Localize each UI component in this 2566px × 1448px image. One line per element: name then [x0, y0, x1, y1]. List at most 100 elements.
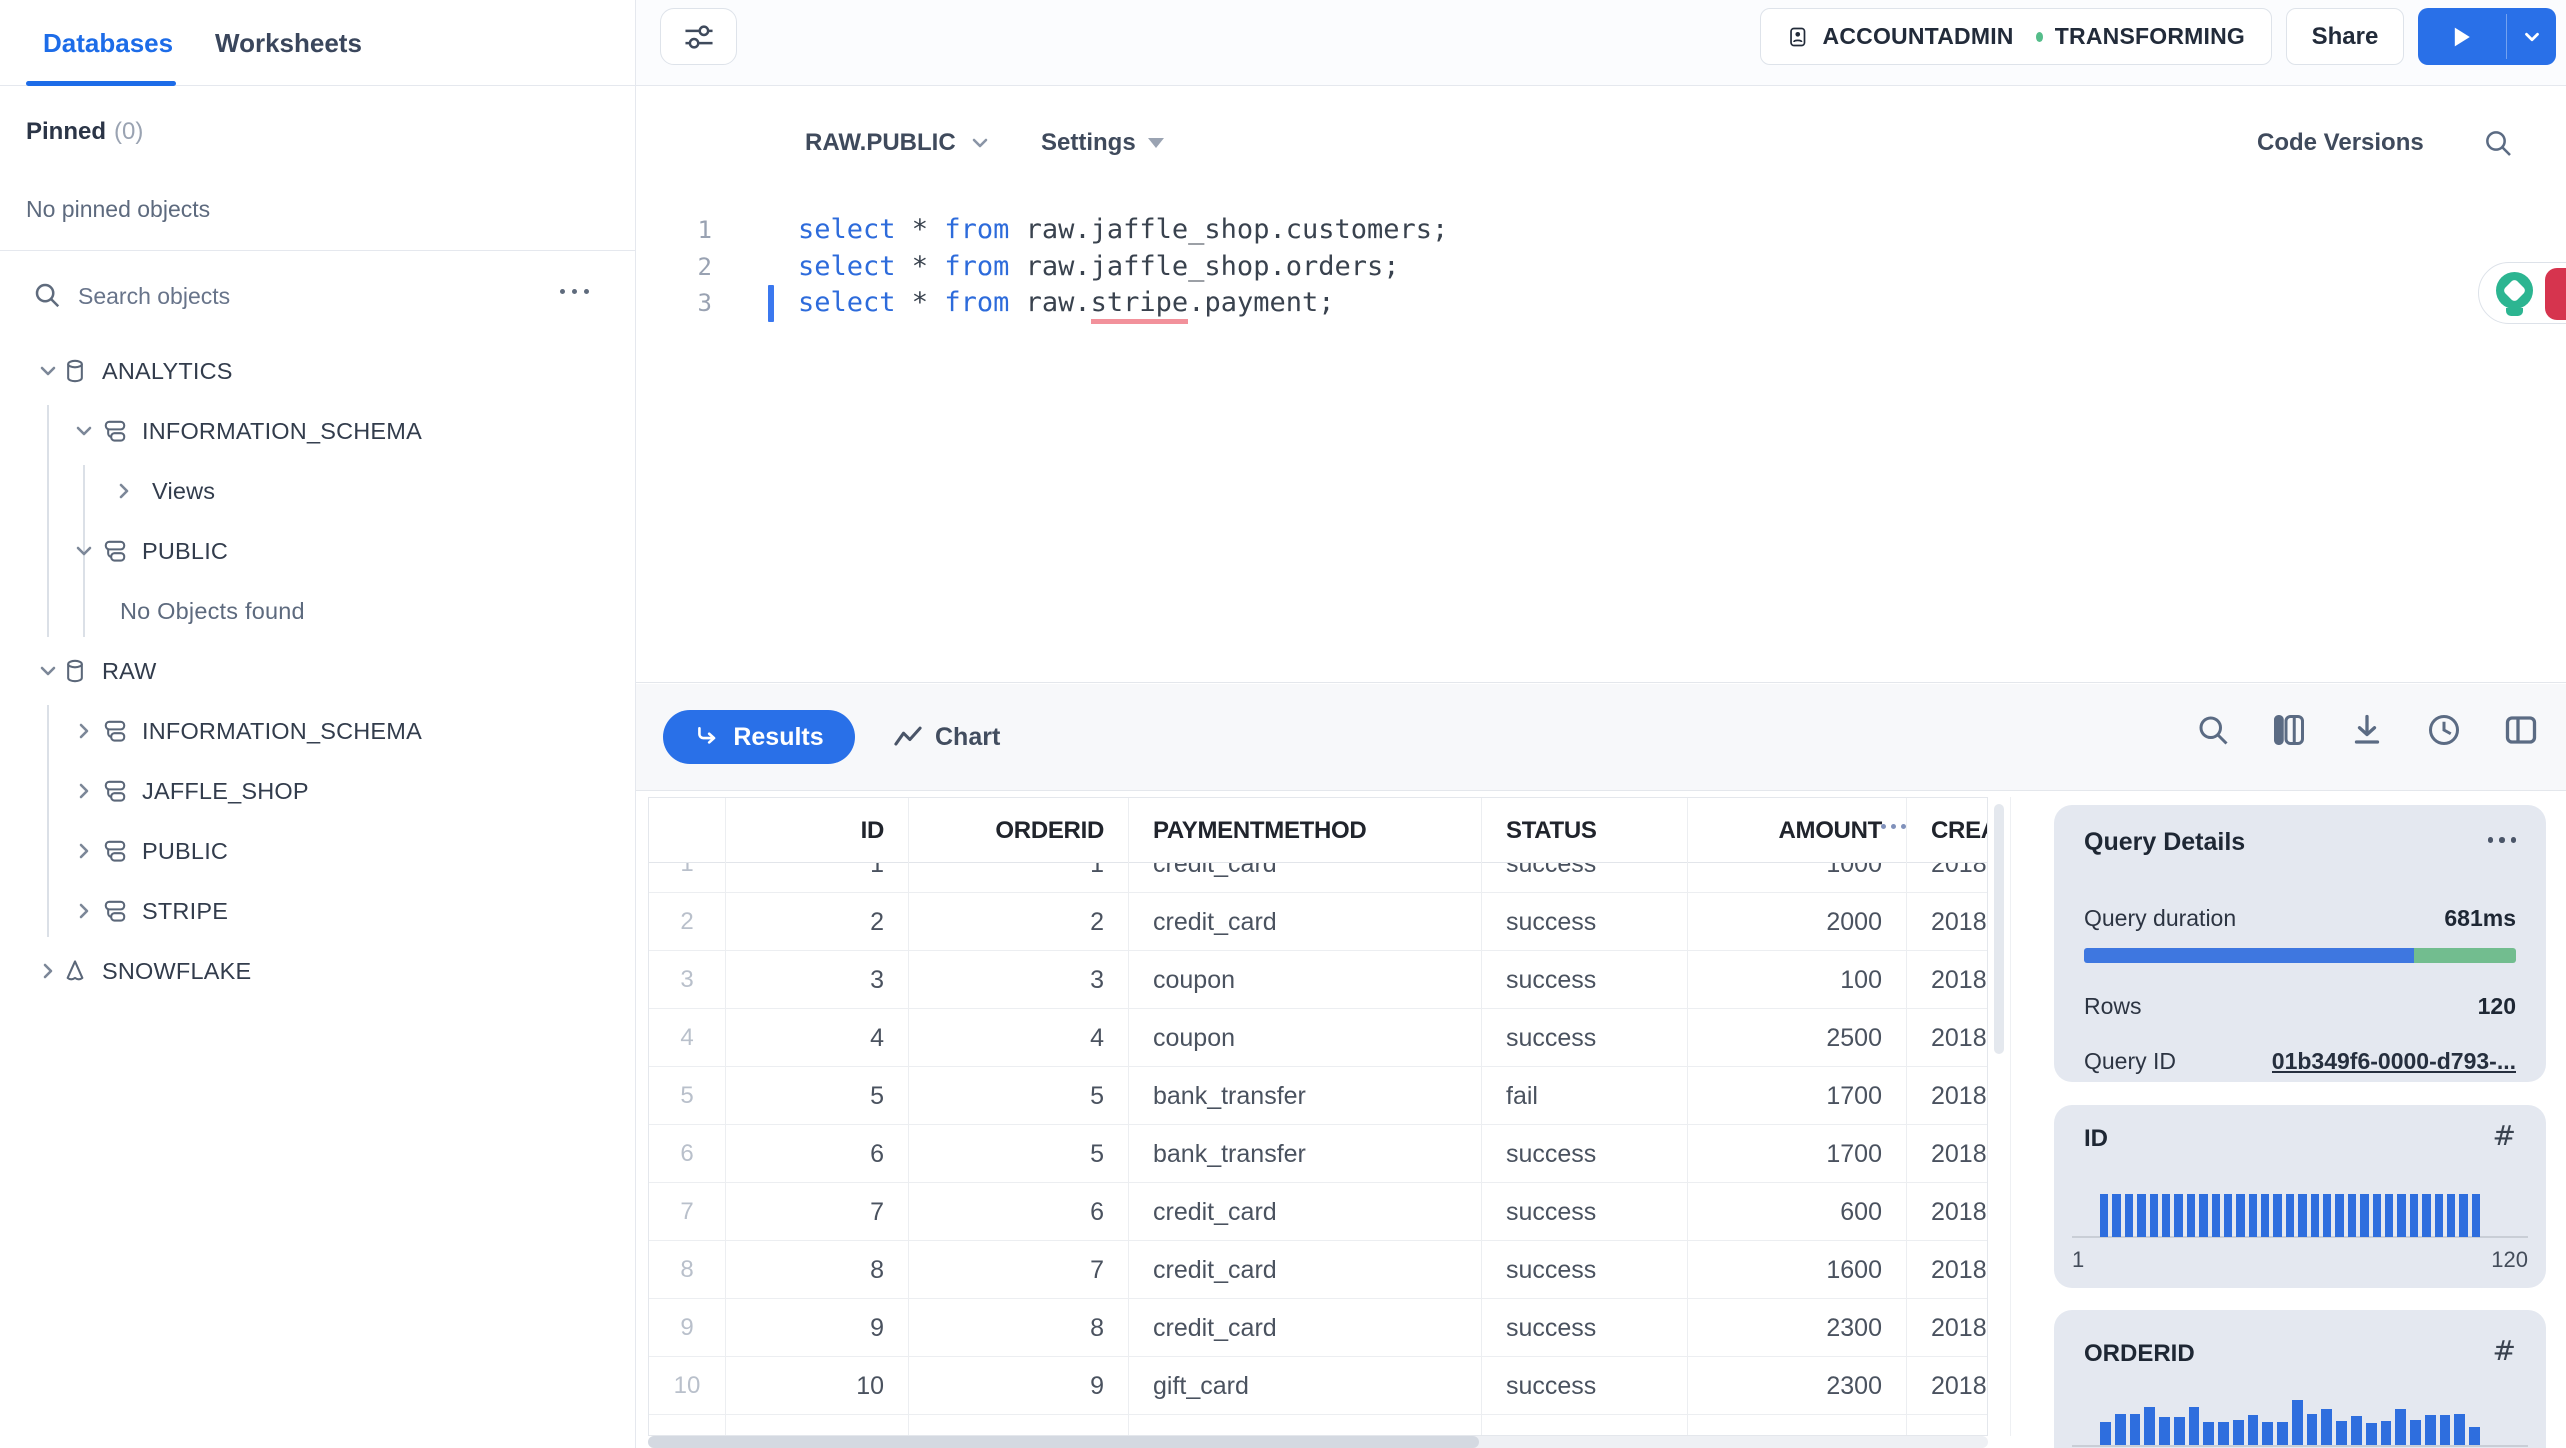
sidebar-item-public[interactable]: PUBLIC: [0, 821, 635, 881]
cell-status[interactable]: [1482, 1415, 1688, 1435]
column-header-paymentmethod[interactable]: PAYMENTMETHOD: [1129, 798, 1482, 863]
cell-status[interactable]: success: [1482, 1009, 1688, 1067]
cell-paymentmethod[interactable]: gift_card: [1129, 1357, 1482, 1415]
table-row-3[interactable]: 3 3 3 coupon success 100 2018: [649, 951, 1987, 1009]
cell-paymentmethod[interactable]: credit_card: [1129, 863, 1482, 893]
cell-amount[interactable]: 2300: [1688, 1299, 1907, 1357]
row-number-cell[interactable]: 4: [649, 1009, 726, 1067]
object-search[interactable]: Search objects: [0, 251, 635, 341]
chevron-down-icon[interactable]: [36, 659, 60, 683]
cell-id[interactable]: 8: [726, 1241, 909, 1299]
column-header-status[interactable]: STATUS: [1482, 798, 1688, 863]
run-options-button[interactable]: [2507, 8, 2556, 65]
table-row-8[interactable]: 8 8 7 credit_card success 1600 2018: [649, 1241, 1987, 1299]
row-number-cell[interactable]: 1: [649, 863, 726, 893]
cell-orderid[interactable]: 8: [909, 1299, 1129, 1357]
cell-orderid[interactable]: 3: [909, 951, 1129, 1009]
cell-amount[interactable]: 1600: [1688, 1241, 1907, 1299]
cell-orderid[interactable]: 2: [909, 893, 1129, 951]
sidebar-item-stripe[interactable]: STRIPE: [0, 881, 635, 941]
cell-paymentmethod[interactable]: credit_card: [1129, 1183, 1482, 1241]
context-selector[interactable]: ACCOUNTADMIN TRANSFORMING: [1760, 8, 2272, 65]
sidebar-item-views[interactable]: Views: [0, 461, 635, 521]
sidebar-item-public[interactable]: PUBLIC: [0, 521, 635, 581]
cell-status[interactable]: success: [1482, 951, 1688, 1009]
chevron-down-icon[interactable]: [36, 359, 60, 383]
column-header-amount[interactable]: AMOUNT: [1688, 798, 1907, 863]
cell-paymentmethod[interactable]: [1129, 1415, 1482, 1435]
cell-orderid[interactable]: 1: [909, 863, 1129, 893]
table-hscroll-track[interactable]: [648, 1436, 1988, 1448]
table-row-5[interactable]: 5 5 5 bank_transfer fail 1700 2018: [649, 1067, 1987, 1125]
cell-id[interactable]: 3: [726, 951, 909, 1009]
cell-paymentmethod[interactable]: coupon: [1129, 1009, 1482, 1067]
cell-amount[interactable]: 2300: [1688, 1357, 1907, 1415]
cell-orderid[interactable]: 4: [909, 1009, 1129, 1067]
cell-amount[interactable]: 2500: [1688, 1009, 1907, 1067]
row-number-cell[interactable]: 3: [649, 951, 726, 1009]
cell-paymentmethod[interactable]: credit_card: [1129, 1241, 1482, 1299]
cell-created[interactable]: 2018: [1931, 1081, 1987, 1110]
column-header-created[interactable]: CREATED: [1931, 816, 1987, 844]
column-header-rownum[interactable]: [649, 798, 726, 863]
tab-results[interactable]: Results: [663, 710, 855, 764]
cell-status[interactable]: success: [1482, 1125, 1688, 1183]
editor-context-dropdown[interactable]: RAW.PUBLIC: [805, 87, 992, 199]
chevron-right-icon[interactable]: [72, 899, 96, 923]
column-header-id[interactable]: ID: [726, 798, 909, 863]
hash-icon[interactable]: #: [2492, 1334, 2516, 1367]
cell-status[interactable]: success: [1482, 863, 1688, 893]
cell-paymentmethod[interactable]: credit_card: [1129, 1299, 1482, 1357]
cell-status[interactable]: success: [1482, 1357, 1688, 1415]
cell-created[interactable]: 2018: [1931, 965, 1987, 994]
cell-status[interactable]: success: [1482, 893, 1688, 951]
cell-id[interactable]: 9: [726, 1299, 909, 1357]
row-number-cell[interactable]: 7: [649, 1183, 726, 1241]
table-hscroll-thumb[interactable]: [648, 1436, 1479, 1448]
cell-orderid[interactable]: 6: [909, 1183, 1129, 1241]
cell-id[interactable]: 2: [726, 893, 909, 951]
cell-id[interactable]: 6: [726, 1125, 909, 1183]
cell-created[interactable]: 2018: [1931, 1313, 1987, 1342]
table-row-7[interactable]: 7 7 6 credit_card success 600 2018: [649, 1183, 1987, 1241]
cell-created[interactable]: 2018: [1931, 1255, 1987, 1284]
cell-amount[interactable]: 1700: [1688, 1125, 1907, 1183]
cell-status[interactable]: fail: [1482, 1067, 1688, 1125]
cell-amount[interactable]: 2000: [1688, 893, 1907, 951]
cell-orderid[interactable]: [909, 1415, 1129, 1435]
column-options-icon[interactable]: [1881, 824, 1906, 829]
cell-status[interactable]: success: [1482, 1299, 1688, 1357]
chevron-right-icon[interactable]: [72, 779, 96, 803]
cell-id[interactable]: 4: [726, 1009, 909, 1067]
history-icon[interactable]: [2426, 712, 2462, 748]
cell-id[interactable]: 10: [726, 1357, 909, 1415]
cell-created[interactable]: 2018: [1931, 1139, 1987, 1168]
row-number-cell[interactable]: 9: [649, 1299, 726, 1357]
chevron-right-icon[interactable]: [72, 839, 96, 863]
columns-icon[interactable]: [2271, 712, 2307, 748]
sidebar-item-analytics[interactable]: ANALYTICS: [0, 341, 635, 401]
chevron-right-icon[interactable]: [72, 719, 96, 743]
cell-paymentmethod[interactable]: bank_transfer: [1129, 1067, 1482, 1125]
table-row-10[interactable]: 10 10 9 gift_card success 2300 2018: [649, 1357, 1987, 1415]
editor-settings-dropdown[interactable]: Settings: [1041, 87, 1164, 199]
cell-paymentmethod[interactable]: coupon: [1129, 951, 1482, 1009]
sidebar-item-raw[interactable]: RAW: [0, 641, 635, 701]
table-row-1[interactable]: 1 1 1 credit_card success 1000 2018: [649, 863, 1987, 893]
column-header-orderid[interactable]: ORDERID: [909, 798, 1129, 863]
row-number-cell[interactable]: 10: [649, 1357, 726, 1415]
table-row-4[interactable]: 4 4 4 coupon success 2500 2018: [649, 1009, 1987, 1067]
sidebar-item-information-schema[interactable]: INFORMATION_SCHEMA: [0, 701, 635, 761]
cell-orderid[interactable]: 9: [909, 1357, 1129, 1415]
code-line-2[interactable]: 2 select * from raw.jaffle_shop.orders;: [636, 249, 2566, 286]
table-row-9[interactable]: 9 9 8 credit_card success 2300 2018: [649, 1299, 1987, 1357]
query-details-menu-icon[interactable]: [2487, 837, 2516, 843]
row-number-cell[interactable]: [649, 1415, 726, 1435]
cell-id[interactable]: [726, 1415, 909, 1435]
table-row-6[interactable]: 6 6 5 bank_transfer success 1700 2018: [649, 1125, 1987, 1183]
cell-amount[interactable]: 1000: [1688, 863, 1907, 893]
query-id-link[interactable]: 01b349f6-0000-d793-...: [2271, 1048, 2516, 1074]
cell-status[interactable]: success: [1482, 1241, 1688, 1299]
row-number-cell[interactable]: 6: [649, 1125, 726, 1183]
cell-orderid[interactable]: 7: [909, 1241, 1129, 1299]
